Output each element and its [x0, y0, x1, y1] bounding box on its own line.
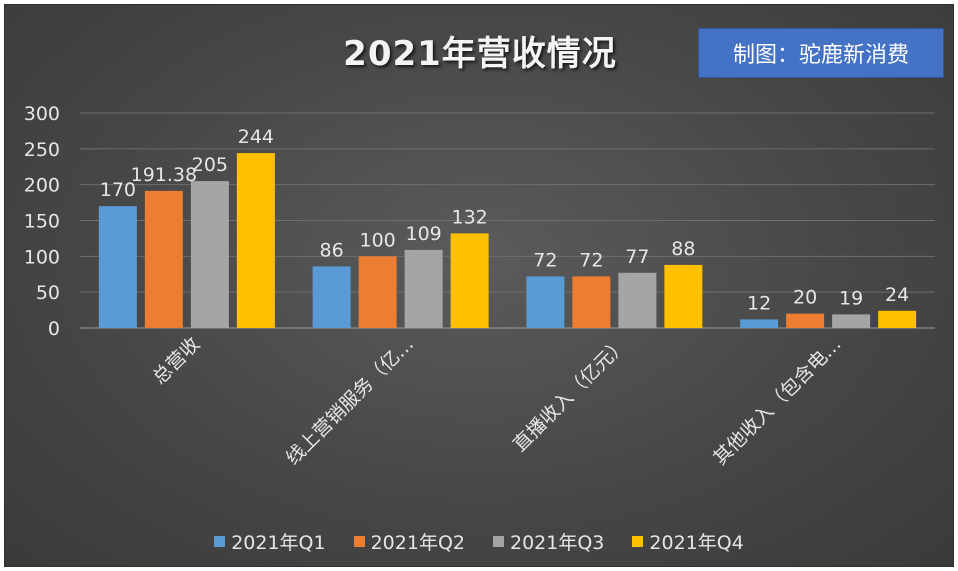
- legend-item: 2021年Q4: [632, 528, 744, 555]
- legend-item: 2021年Q3: [493, 528, 604, 555]
- legend-swatch: [632, 535, 644, 547]
- data-label: 12: [747, 292, 771, 314]
- y-tick-label: 150: [24, 211, 60, 233]
- bar: [190, 181, 229, 328]
- data-label: 205: [192, 154, 228, 176]
- legend-label: 2021年Q4: [649, 531, 744, 554]
- data-label: 77: [625, 246, 649, 268]
- y-tick-label: 200: [24, 175, 60, 197]
- data-label: 72: [579, 249, 603, 271]
- data-label: 72: [533, 249, 557, 271]
- data-label: 244: [238, 126, 274, 148]
- data-label: 19: [839, 287, 863, 309]
- bar: [740, 319, 779, 328]
- legend-swatch: [214, 535, 226, 547]
- data-label: 100: [359, 229, 395, 251]
- x-tick-label: 直播收入（亿元）: [509, 333, 632, 456]
- bar: [786, 313, 825, 328]
- data-label: 191.38: [131, 164, 197, 186]
- bar: [404, 249, 443, 328]
- bar: [358, 256, 397, 328]
- data-label: 132: [451, 206, 487, 228]
- bar: [236, 153, 275, 328]
- data-label: 20: [793, 287, 817, 309]
- legend-item: 2021年Q1: [214, 528, 326, 555]
- data-label: 86: [320, 239, 344, 261]
- x-tick-label: 线上营销服务（亿…: [282, 333, 418, 469]
- y-tick-label: 300: [24, 103, 60, 125]
- y-tick-label: 50: [36, 282, 60, 304]
- data-label: 109: [405, 223, 441, 245]
- bar: [450, 233, 489, 328]
- bar: [878, 310, 917, 328]
- data-label: 24: [885, 284, 909, 306]
- legend-label: 2021年Q2: [370, 531, 465, 554]
- chart-title: 2021年营收情况: [343, 34, 617, 74]
- x-axis-ticks: 总营收 线上营销服务（亿… 直播收入（亿元） 其他收入（包含电…: [149, 333, 846, 469]
- legend-swatch: [353, 535, 365, 547]
- legend-item: 2021年Q2: [353, 528, 465, 555]
- legend-swatch: [493, 535, 504, 547]
- bar: [664, 264, 703, 328]
- y-tick-label: 100: [24, 246, 60, 268]
- data-label: 170: [100, 179, 136, 201]
- legend-label: 2021年Q3: [510, 531, 605, 554]
- bars: [98, 153, 917, 328]
- bar: [618, 272, 657, 328]
- bar: [526, 276, 565, 328]
- credit-box: 制图：驼鹿新消费: [698, 28, 944, 78]
- bar: [312, 266, 351, 328]
- x-tick-label: 总营收: [149, 333, 205, 389]
- bar: [144, 190, 183, 328]
- legend-label: 2021年Q1: [231, 531, 326, 554]
- y-axis-ticks: 0 50 100 150 200 250 300: [24, 103, 60, 340]
- y-tick-label: 250: [24, 139, 60, 161]
- y-tick-label: 0: [48, 318, 60, 340]
- legend: 2021年Q1 2021年Q2 2021年Q3 2021年Q4: [0, 526, 958, 556]
- data-label: 88: [671, 238, 695, 260]
- bar: [832, 314, 871, 328]
- bar: [572, 276, 611, 328]
- x-tick-label: 其他收入（包含电…: [709, 333, 845, 469]
- bar: [98, 206, 137, 328]
